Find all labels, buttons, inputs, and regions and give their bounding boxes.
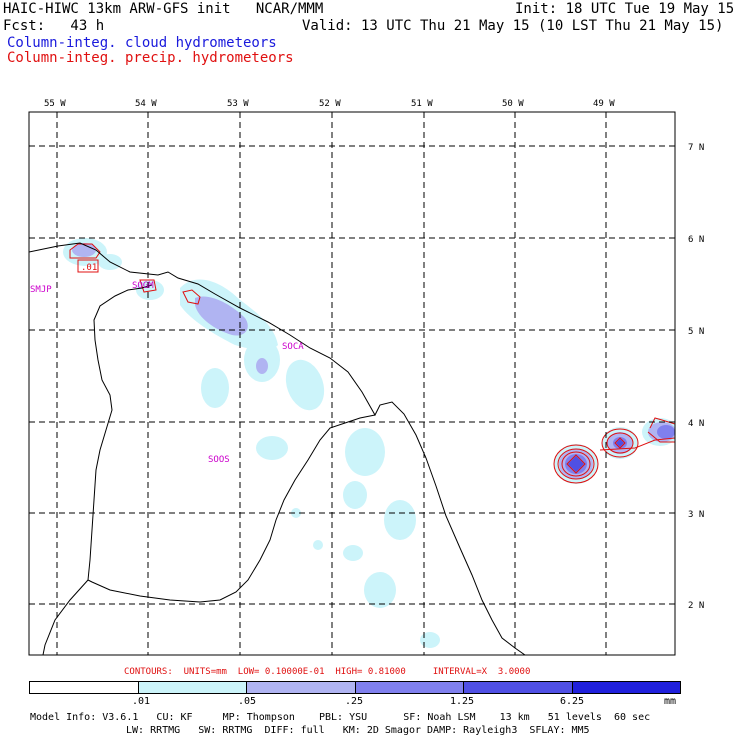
lon-label: 52 W [319,99,341,109]
station-soos: SOOS [208,455,230,465]
model-info-line1: Model Info: V3.6.1 CU: KF MP: Thompson P… [30,712,651,723]
colorbar-bin [463,682,572,693]
forecast-hour: Fcst: 43 h [3,18,105,34]
valid-time: Valid: 13 UTC Thu 21 May 15 (10 LST Thu … [302,18,724,34]
colorbar [29,681,681,694]
lat-label: 3 N [688,510,704,520]
precip-contours [69,243,675,484]
field-cloud-label: Column-integ. cloud hydrometeors [7,35,277,51]
lat-label: 7 N [688,143,704,153]
stations: SMJP SOCA SOOS SOGM [30,281,304,465]
cloud-field-max [568,439,624,472]
model-title: HAIC-HIWC 13km ARW-GFS init NCAR/MMM [3,1,324,17]
colorbar-bin [246,682,355,693]
lat-lon-grid [29,112,675,655]
station-sogm: SOGM [132,281,154,291]
colorbar-bin [30,682,138,693]
lat-label: 4 N [688,419,704,429]
lon-label: 49 W [593,99,615,109]
lat-axis: 7 N 6 N 5 N 4 N 3 N 2 N [688,143,704,611]
colorbar-label: .05 [238,696,257,707]
station-smjp: SMJP [30,285,52,295]
colorbar-label: .25 [345,696,364,707]
lon-label: 51 W [411,99,433,109]
colorbar-bin [354,682,463,693]
colorbar-bin [137,682,246,693]
lat-label: 2 N [688,601,704,611]
init-time: Init: 18 UTC Tue 19 May 15 [515,1,735,17]
colorbar-bin [571,682,680,693]
lon-label: 50 W [502,99,524,109]
lon-label: 54 W [135,99,157,109]
lon-axis: 55 W 54 W 53 W 52 W 51 W 50 W 49 W [44,99,615,109]
lon-label: 55 W [44,99,66,109]
lat-label: 6 N [688,235,704,245]
contours-info: CONTOURS: UNITS=mm LOW= 0.10000E-01 HIGH… [124,667,531,677]
colorbar-label: 6.25 [560,696,585,707]
colorbar-label: 1.25 [450,696,475,707]
colorbar-label: .01 [132,696,151,707]
contour-label: .01 [81,263,97,273]
colorbar-unit: mm [664,696,677,707]
model-info-line2: LW: RRTMG SW: RRTMG DIFF: full KM: 2D Sm… [126,725,590,736]
cloud-field-light [63,238,675,648]
tick-marks [56,112,675,605]
station-soca: SOCA [282,342,304,352]
coastline [29,242,526,655]
field-precip-label: Column-integ. precip. hydrometeors [7,50,294,66]
lat-label: 5 N [688,327,704,337]
lon-label: 53 W [227,99,249,109]
map-frame [28,111,676,656]
